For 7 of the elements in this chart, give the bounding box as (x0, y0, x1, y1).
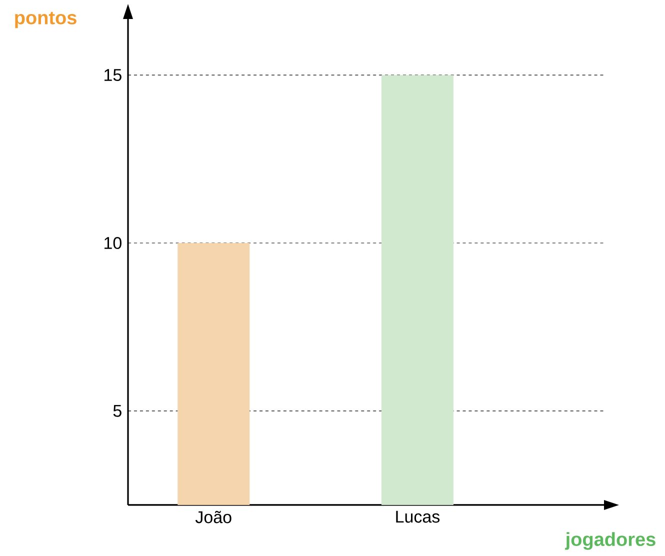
x-tick-label: Lucas (396, 510, 440, 523)
y-tick-label: 15 (104, 69, 122, 82)
y-tick-label: 5 (113, 405, 122, 417)
y-axis-title: pontos (15, 12, 76, 28)
y-tick-label: 10 (104, 236, 122, 250)
x-tick-label: João (195, 510, 232, 524)
x-axis-title: jogadores (565, 532, 656, 550)
